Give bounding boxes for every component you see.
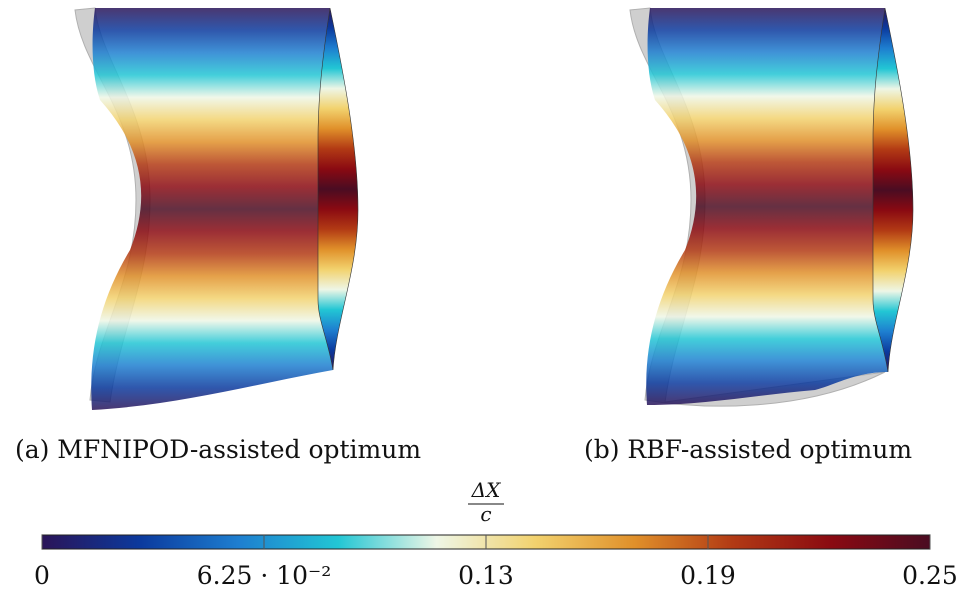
colorbar: ΔX c 0 6.25 · 10⁻² 0.13 0.19 0.25 (34, 478, 958, 590)
tick-label: 0.25 (902, 561, 958, 590)
shape-front (646, 8, 888, 405)
tick-label: 0.13 (458, 561, 514, 590)
tick-label: 6.25 · 10⁻² (197, 561, 332, 590)
shape-bulge (317, 7, 359, 371)
shape-bulge (872, 7, 914, 373)
panel: (a) MFNIPOD-assisted optimum (15, 7, 421, 464)
panel-caption: (b) RBF-assisted optimum (584, 435, 912, 464)
colorbar-label-numerator: ΔX (471, 478, 501, 502)
panel: (b) RBF-assisted optimum (584, 7, 914, 464)
tick-label: 0.19 (680, 561, 736, 590)
tick-label: 0 (34, 561, 50, 590)
panel-caption: (a) MFNIPOD-assisted optimum (15, 435, 421, 464)
shape-front (91, 8, 333, 410)
colorbar-label-denominator: c (480, 502, 491, 526)
